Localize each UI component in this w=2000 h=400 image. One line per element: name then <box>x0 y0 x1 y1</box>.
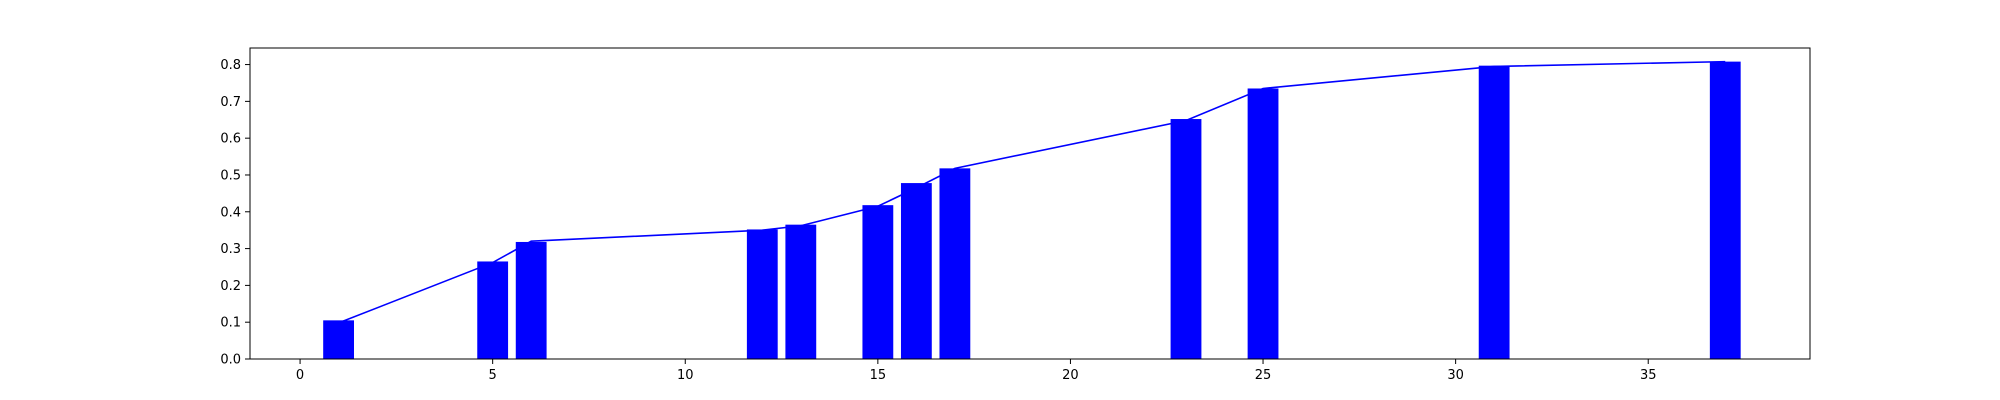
bar-12 <box>1709 61 1741 360</box>
series-line-2 <box>338 60 1726 324</box>
y-tick-label-6: 0.6 <box>220 132 241 147</box>
x-tick-label-4: 20 <box>1062 368 1079 383</box>
bar-6 <box>862 205 894 359</box>
bar-8 <box>939 168 971 359</box>
x-axis: 0 5 10 15 20 25 30 35 <box>296 359 1657 383</box>
x-tick-label-0: 0 <box>296 368 304 383</box>
x-tick-label-1: 5 <box>489 368 497 383</box>
line-group <box>338 60 1726 324</box>
bar-9 <box>1170 119 1202 359</box>
bar-3 <box>515 241 547 359</box>
x-tick-label-2: 10 <box>677 368 694 383</box>
x-tick-label-6: 30 <box>1447 368 1464 383</box>
y-tick-label-0: 0.0 <box>220 353 241 368</box>
bar-5 <box>785 224 817 359</box>
bar-1 <box>323 320 354 359</box>
x-tick-label-3: 15 <box>870 368 887 383</box>
y-tick-label-3: 0.3 <box>220 242 241 257</box>
y-tick-label-1: 0.1 <box>220 316 241 331</box>
bar-7 <box>900 183 932 359</box>
x-tick-label-5: 25 <box>1255 368 1272 383</box>
x-tick-label-7: 35 <box>1640 368 1657 383</box>
bar-group <box>323 61 1741 360</box>
y-axis: 0.0 0.1 0.2 0.3 0.4 0.5 0.6 0.7 0.8 <box>220 58 250 368</box>
bar-2 <box>477 261 509 359</box>
y-tick-label-2: 0.2 <box>220 279 241 294</box>
y-tick-label-7: 0.7 <box>220 95 241 110</box>
bar-10 <box>1247 88 1279 360</box>
plot-frame <box>249 47 1811 360</box>
bar-11 <box>1478 65 1510 360</box>
bar-4 <box>746 229 778 359</box>
y-tick-label-5: 0.5 <box>220 168 241 183</box>
y-tick-label-8: 0.8 <box>220 58 241 73</box>
y-tick-label-4: 0.4 <box>220 205 241 220</box>
